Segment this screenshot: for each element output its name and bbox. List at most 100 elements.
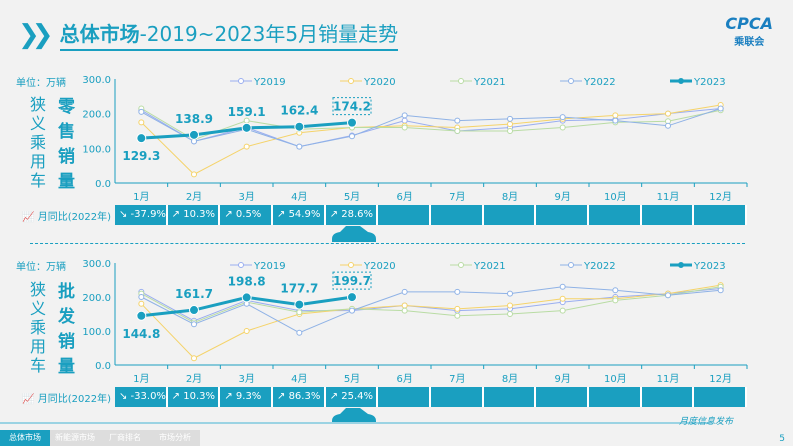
x-tick-label: 9月 xyxy=(554,191,570,203)
data-point-Y2020 xyxy=(507,302,513,309)
yoy-cell xyxy=(483,205,535,225)
x-tick-label: 8月 xyxy=(502,191,518,203)
car-icon xyxy=(332,408,376,424)
unit-label: 单位：万辆 xyxy=(16,78,66,89)
x-tick-label: 10月 xyxy=(604,191,627,203)
y-tick-label: 0.0 xyxy=(95,179,111,190)
tab-overall[interactable]: 总体市场 xyxy=(0,430,50,446)
data-point-Y2022 xyxy=(612,117,619,124)
data-label: 159.1 xyxy=(228,105,266,119)
data-point-Y2022 xyxy=(507,115,513,122)
data-point-Y2021 xyxy=(507,311,513,317)
x-tick-label: 4月 xyxy=(291,373,307,385)
data-point-Y2021 xyxy=(401,124,408,131)
data-label: 138.9 xyxy=(175,112,213,126)
data-point-Y2020 xyxy=(665,110,671,117)
x-tick-label: 4月 xyxy=(291,191,307,203)
data-point-Y2022 xyxy=(612,287,619,294)
page-title: 总体市场-2019~2023年5月销量走势 xyxy=(59,18,399,51)
data-point-Y2020 xyxy=(454,305,461,312)
yoy-cell xyxy=(536,387,588,407)
title-rest: -2019~2023年5月销量走势 xyxy=(139,22,399,46)
data-point-Y2022 xyxy=(138,108,145,115)
yoy-cell: ↗ 25.4% xyxy=(325,387,377,407)
highlight-box xyxy=(332,271,372,290)
data-label: 161.7 xyxy=(175,287,213,301)
data-point-Y2022 xyxy=(191,321,197,328)
data-point-Y2020 xyxy=(243,143,250,150)
x-tick-label: 3月 xyxy=(238,373,254,385)
y-tick-label: 0.0 xyxy=(95,361,111,372)
yoy-label: 📈 月同比(2022年) xyxy=(22,394,111,405)
car-icon xyxy=(332,226,376,242)
x-tick-label: 7月 xyxy=(449,191,465,203)
x-tick-label: 2月 xyxy=(186,373,202,385)
x-tick-label: 7月 xyxy=(449,373,465,385)
yoy-row-retail: ↘ -37.9% ↗ 10.3% ↗ 0.5% ↗ 54.9% ↗ 28.6% xyxy=(115,205,747,225)
legend-marker xyxy=(458,78,464,84)
data-point-Y2022 xyxy=(454,117,461,124)
legend-label: Y2022 xyxy=(583,261,616,272)
legend-label: Y2019 xyxy=(253,77,286,88)
series-line-Y2020 xyxy=(140,104,721,175)
footer-line xyxy=(0,422,713,424)
data-point-Y2021 xyxy=(454,312,461,319)
yoy-cell xyxy=(694,387,746,407)
data-point-Y2021 xyxy=(401,307,408,314)
data-point-Y2022 xyxy=(454,288,461,295)
data-point-Y2020 xyxy=(401,302,408,309)
data-label: 144.8 xyxy=(122,327,160,341)
x-tick-label: 10月 xyxy=(604,373,627,385)
x-tick-label: 5月 xyxy=(344,191,360,203)
x-tick-label: 12月 xyxy=(709,373,732,385)
yoy-cell: ↗ 10.3% xyxy=(167,205,219,225)
series-line-Y2019 xyxy=(141,288,721,322)
yoy-cell xyxy=(483,387,535,407)
yoy-cell: ↗ 28.6% xyxy=(325,205,377,225)
data-point-Y2023 xyxy=(347,292,357,303)
x-tick-label: 2月 xyxy=(186,191,202,203)
legend-label: Y2019 xyxy=(253,261,286,272)
legend-label: Y2021 xyxy=(473,261,506,272)
tab-ranking[interactable]: 厂商排名 xyxy=(100,430,150,446)
metric-label: 批发销量 xyxy=(58,282,75,377)
y-tick-label: 300.0 xyxy=(82,259,111,270)
series-line-Y2021 xyxy=(141,286,721,324)
data-point-Y2022 xyxy=(296,329,303,336)
data-label: 129.3 xyxy=(122,149,160,163)
data-point-Y2023 xyxy=(136,310,147,321)
legend-marker xyxy=(238,262,244,268)
data-point-Y2022 xyxy=(559,114,566,121)
x-tick-label: 5月 xyxy=(344,373,360,385)
divider xyxy=(30,243,745,244)
data-point-Y2021 xyxy=(296,309,303,316)
publish-label: 月度信息发布 xyxy=(678,417,733,427)
header: ❯❯ 总体市场-2019~2023年5月销量走势 xyxy=(18,18,399,51)
yoy-cell xyxy=(378,387,430,407)
data-point-Y2020 xyxy=(243,328,250,334)
data-point-Y2020 xyxy=(191,355,197,362)
x-tick-label: 11月 xyxy=(657,191,680,203)
x-tick-label: 1月 xyxy=(133,373,149,385)
yoy-cell: ↗ 10.3% xyxy=(167,387,219,407)
yoy-cell: ↗ 9.3% xyxy=(220,387,272,407)
series-line-Y2022 xyxy=(141,286,721,334)
legend-label: Y2023 xyxy=(693,261,726,272)
legend-marker xyxy=(238,78,244,84)
legend-marker xyxy=(568,262,574,268)
tab-analysis[interactable]: 市场分析 xyxy=(150,430,200,446)
yoy-cell: ↘ -33.0% xyxy=(115,387,166,407)
data-point-Y2022 xyxy=(665,122,671,129)
series-line-Y2020 xyxy=(140,284,721,359)
logo-text: CPCA xyxy=(725,14,773,33)
yoy-cell xyxy=(589,387,640,407)
x-tick-label: 6月 xyxy=(396,191,412,203)
cpca-logo: CPCA 乘联会 xyxy=(725,14,773,48)
yoy-cell xyxy=(431,205,482,225)
x-tick-label: 9月 xyxy=(554,373,570,385)
data-point-Y2023 xyxy=(294,121,305,132)
metric-label: 零售销量 xyxy=(58,97,75,192)
tab-nev[interactable]: 新能源市场 xyxy=(50,430,100,446)
yoy-cell: ↗ 54.9% xyxy=(273,205,324,225)
